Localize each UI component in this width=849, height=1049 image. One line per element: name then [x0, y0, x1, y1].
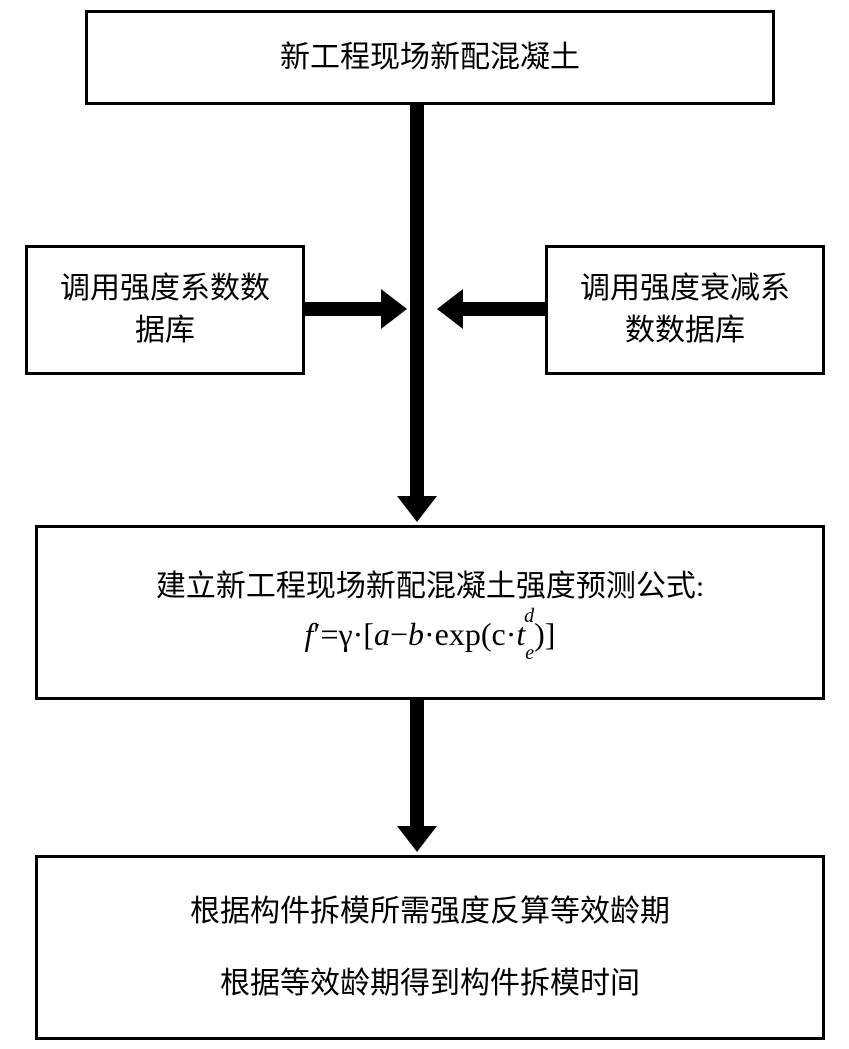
- formula-gamma: γ: [338, 616, 352, 653]
- formula-exp: exp: [435, 616, 481, 653]
- formula-rparen: ): [534, 616, 545, 653]
- node-bottom-line2: 根据等效龄期得到构件拆模时间: [190, 963, 670, 1005]
- arrow-formula-to-bottom: [410, 700, 424, 830]
- formula-lparen: (: [481, 616, 492, 653]
- formula-minus: −: [390, 616, 408, 653]
- formula-dot1: ·: [353, 616, 364, 653]
- arrow-top-to-formula: [410, 105, 424, 500]
- node-top: 新工程现场新配混凝土: [85, 10, 775, 105]
- formula-b: b: [408, 616, 424, 653]
- arrow-left-to-center: [305, 302, 385, 316]
- node-right-line2: 数数据库: [625, 310, 745, 352]
- node-left-line2: 据库: [135, 310, 195, 352]
- formula-intro: 建立新工程现场新配混凝土强度预测公式:: [156, 566, 704, 608]
- node-right: 调用强度衰减系 数数据库: [545, 245, 825, 375]
- node-left-line1: 调用强度系数数: [60, 268, 270, 310]
- node-left: 调用强度系数数 据库: [25, 245, 305, 375]
- formula-dot2: ·: [424, 616, 435, 653]
- formula-eq: =: [320, 616, 338, 653]
- node-right-line1: 调用强度衰减系: [580, 268, 790, 310]
- formula-f: f: [305, 616, 314, 653]
- formula-t-sup: d: [524, 605, 534, 627]
- node-bottom: 根据构件拆模所需强度反算等效龄期 根据等效龄期得到构件拆模时间: [35, 855, 825, 1040]
- formula-c: c: [492, 616, 506, 653]
- formula-lbrack: [: [363, 616, 374, 653]
- formula-rbrack: ]: [545, 616, 556, 653]
- formula-prime: ′: [313, 616, 320, 653]
- formula-expression: f′ = γ · [ a − b · exp ( c · ted ) ]: [305, 616, 556, 658]
- formula-t-sub: e: [525, 642, 534, 664]
- formula-a: a: [374, 616, 390, 653]
- node-top-text: 新工程现场新配混凝土: [280, 37, 580, 79]
- arrow-right-to-center: [459, 302, 545, 316]
- formula-dot3: ·: [506, 616, 517, 653]
- node-formula: 建立新工程现场新配混凝土强度预测公式: f′ = γ · [ a − b · e…: [35, 525, 825, 700]
- node-bottom-line1: 根据构件拆模所需强度反算等效龄期: [190, 891, 670, 933]
